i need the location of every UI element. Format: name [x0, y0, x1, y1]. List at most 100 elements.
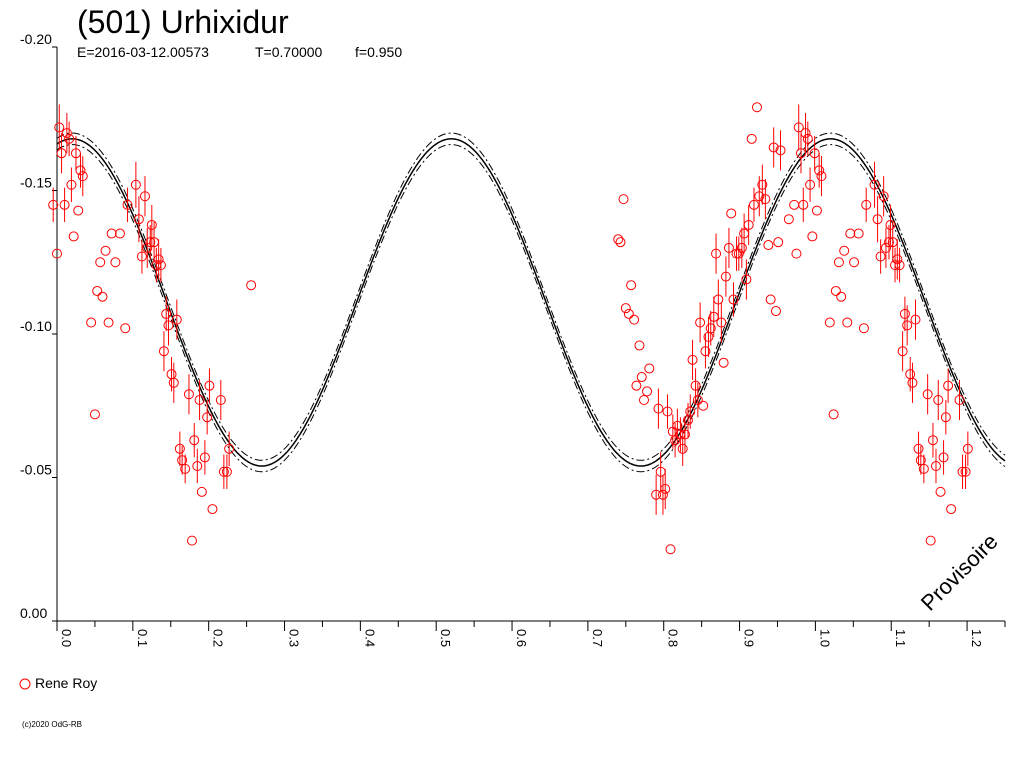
data-point: [913, 443, 924, 454]
x-tick-label: 1.1: [893, 629, 908, 647]
data-point: [842, 317, 853, 328]
x-tick-label: 0.3: [287, 629, 302, 647]
data-point: [962, 443, 973, 454]
data-point: [192, 461, 203, 472]
data-point: [902, 320, 913, 331]
data-point: [700, 346, 711, 357]
data-point: [623, 308, 634, 319]
data-point: [728, 294, 739, 305]
data-point: [142, 242, 153, 253]
data-point: [620, 303, 631, 314]
data-point: [651, 489, 662, 500]
data-point: [922, 389, 933, 400]
data-point: [615, 237, 626, 248]
data-point: [690, 380, 701, 391]
data-point: [875, 251, 886, 262]
data-point: [935, 486, 946, 497]
data-point: [146, 219, 157, 230]
data-point: [155, 260, 166, 271]
data-point: [793, 122, 804, 133]
data-point: [736, 242, 747, 253]
data-point: [215, 395, 226, 406]
legend: Rene Roy: [19, 675, 97, 691]
data-point: [910, 314, 921, 325]
data-point: [145, 237, 156, 248]
data-point: [89, 409, 100, 420]
data-point: [672, 420, 683, 431]
data-point: [139, 191, 150, 202]
data-point: [746, 133, 757, 144]
data-point: [894, 260, 905, 271]
data-point: [677, 443, 688, 454]
data-point: [731, 248, 742, 259]
data-point: [631, 380, 642, 391]
x-tick-label: 0.0: [59, 629, 74, 647]
data-point: [933, 395, 944, 406]
data-point: [927, 435, 938, 446]
x-tick-label: 0.5: [438, 629, 453, 647]
data-point: [807, 231, 818, 242]
data-point: [748, 199, 759, 210]
data-point: [726, 208, 737, 219]
data-point: [153, 254, 164, 265]
data-point: [716, 317, 727, 328]
data-point: [880, 242, 891, 253]
x-axis-ticks: 0.0 0.1 0.2 0.3 0.4 0.5 0.6 0.7 0.8 0.9 1.0 1.1 1.2: [56, 621, 1006, 647]
data-point: [174, 443, 185, 454]
data-point: [814, 165, 825, 176]
copyright-note: (c)2020 OdG-RB: [22, 720, 82, 729]
data-point: [723, 242, 734, 253]
data-point: [194, 395, 205, 406]
curve-upper-bound: [56, 144, 1006, 473]
data-point: [845, 228, 856, 239]
data-point: [636, 372, 647, 383]
data-point: [713, 294, 724, 305]
data-point: [892, 254, 903, 265]
data-point: [186, 535, 197, 546]
data-point: [634, 340, 645, 351]
data-point: [100, 245, 111, 256]
data-point: [653, 403, 664, 414]
data-point: [224, 443, 235, 454]
data-point: [789, 199, 800, 210]
data-point: [183, 389, 194, 400]
data-point: [752, 102, 763, 113]
data-point: [97, 291, 108, 302]
data-point: [171, 314, 182, 325]
data-point: [698, 400, 709, 411]
x-tick-label: 0.2: [211, 629, 226, 647]
provisional-watermark: Provisoire: [916, 529, 1003, 616]
data-point: [885, 219, 896, 230]
y-tick-label: -0.15: [20, 175, 52, 191]
x-tick-label: 0.7: [590, 629, 605, 647]
data-point: [189, 435, 200, 446]
data-point: [858, 323, 869, 334]
data-point: [613, 234, 624, 245]
data-point: [733, 248, 744, 259]
data-point: [56, 148, 67, 159]
legend-label: Rene Roy: [35, 675, 97, 691]
data-point: [861, 199, 872, 210]
data-point: [77, 171, 88, 182]
data-point: [202, 412, 213, 423]
data-point: [849, 257, 860, 268]
data-point: [110, 257, 121, 268]
y-tick-label: -0.10: [20, 318, 52, 334]
data-point: [783, 214, 794, 225]
data-point: [872, 214, 883, 225]
data-point: [800, 128, 811, 139]
data-point: [158, 346, 169, 357]
data-point: [122, 199, 133, 210]
data-point: [918, 463, 929, 474]
data-point: [930, 461, 941, 472]
data-point: [897, 346, 908, 357]
data-point: [642, 386, 653, 397]
legend-marker-icon: [19, 678, 31, 690]
data-point: [791, 248, 802, 259]
data-point: [120, 323, 131, 334]
curve-fit-line: [56, 138, 1006, 467]
data-point: [830, 285, 841, 296]
data-point: [618, 194, 629, 205]
data-point: [246, 280, 257, 291]
data-point: [705, 323, 716, 334]
